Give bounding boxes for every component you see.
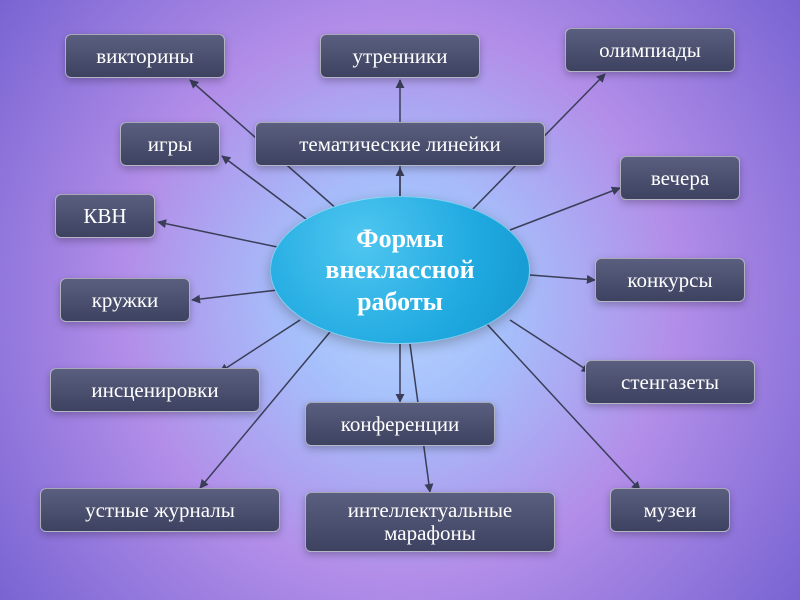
node-label: тематические линейки <box>299 132 501 157</box>
edge-to-stengazety <box>510 320 590 372</box>
node-kruzhki: кружки <box>60 278 190 322</box>
node-label: конкурсы <box>627 268 712 293</box>
node-vechera: вечера <box>620 156 740 200</box>
node-label: вечера <box>651 166 709 191</box>
node-label: утренники <box>353 44 448 69</box>
edge-to-vechera <box>510 188 620 230</box>
node-temlin: тематические линейки <box>255 122 545 166</box>
node-intmar: интеллектуальныемарафоны <box>305 492 555 552</box>
node-label: викторины <box>96 44 194 69</box>
center-label: Формывнекласснойработы <box>325 223 474 317</box>
diagram-canvas: Формывнекласснойработы викторины утренник… <box>0 0 800 600</box>
node-label: игры <box>148 132 192 157</box>
node-kvn: КВН <box>55 194 155 238</box>
node-konkursy: конкурсы <box>595 258 745 302</box>
node-label: инсценировки <box>91 378 218 403</box>
node-label: стенгазеты <box>621 370 719 395</box>
edge-to-kvn <box>158 222 282 248</box>
edge-to-insc <box>220 320 300 372</box>
node-viktoriny: викторины <box>65 34 225 78</box>
node-label: КВН <box>83 204 126 229</box>
node-stengazety: стенгазеты <box>585 360 755 404</box>
node-label: устные журналы <box>85 498 235 523</box>
node-igry: игры <box>120 122 220 166</box>
center-node: Формывнекласснойработы <box>270 196 530 344</box>
node-utrenniki: утренники <box>320 34 480 78</box>
node-ustzhur: устные журналы <box>40 488 280 532</box>
node-olimpiady: олимпиады <box>565 28 735 72</box>
node-label: интеллектуальныемарафоны <box>348 499 513 545</box>
node-konferencii: конференции <box>305 402 495 446</box>
edge-to-kruzhki <box>192 290 278 300</box>
edge-to-muzei <box>485 322 640 490</box>
node-label: олимпиады <box>599 38 701 63</box>
node-label: кружки <box>92 288 159 313</box>
edge-to-konkursy <box>530 275 595 280</box>
node-muzei: музеи <box>610 488 730 532</box>
node-insc: инсценировки <box>50 368 260 412</box>
node-label: музеи <box>644 498 697 523</box>
node-label: конференции <box>341 412 460 437</box>
